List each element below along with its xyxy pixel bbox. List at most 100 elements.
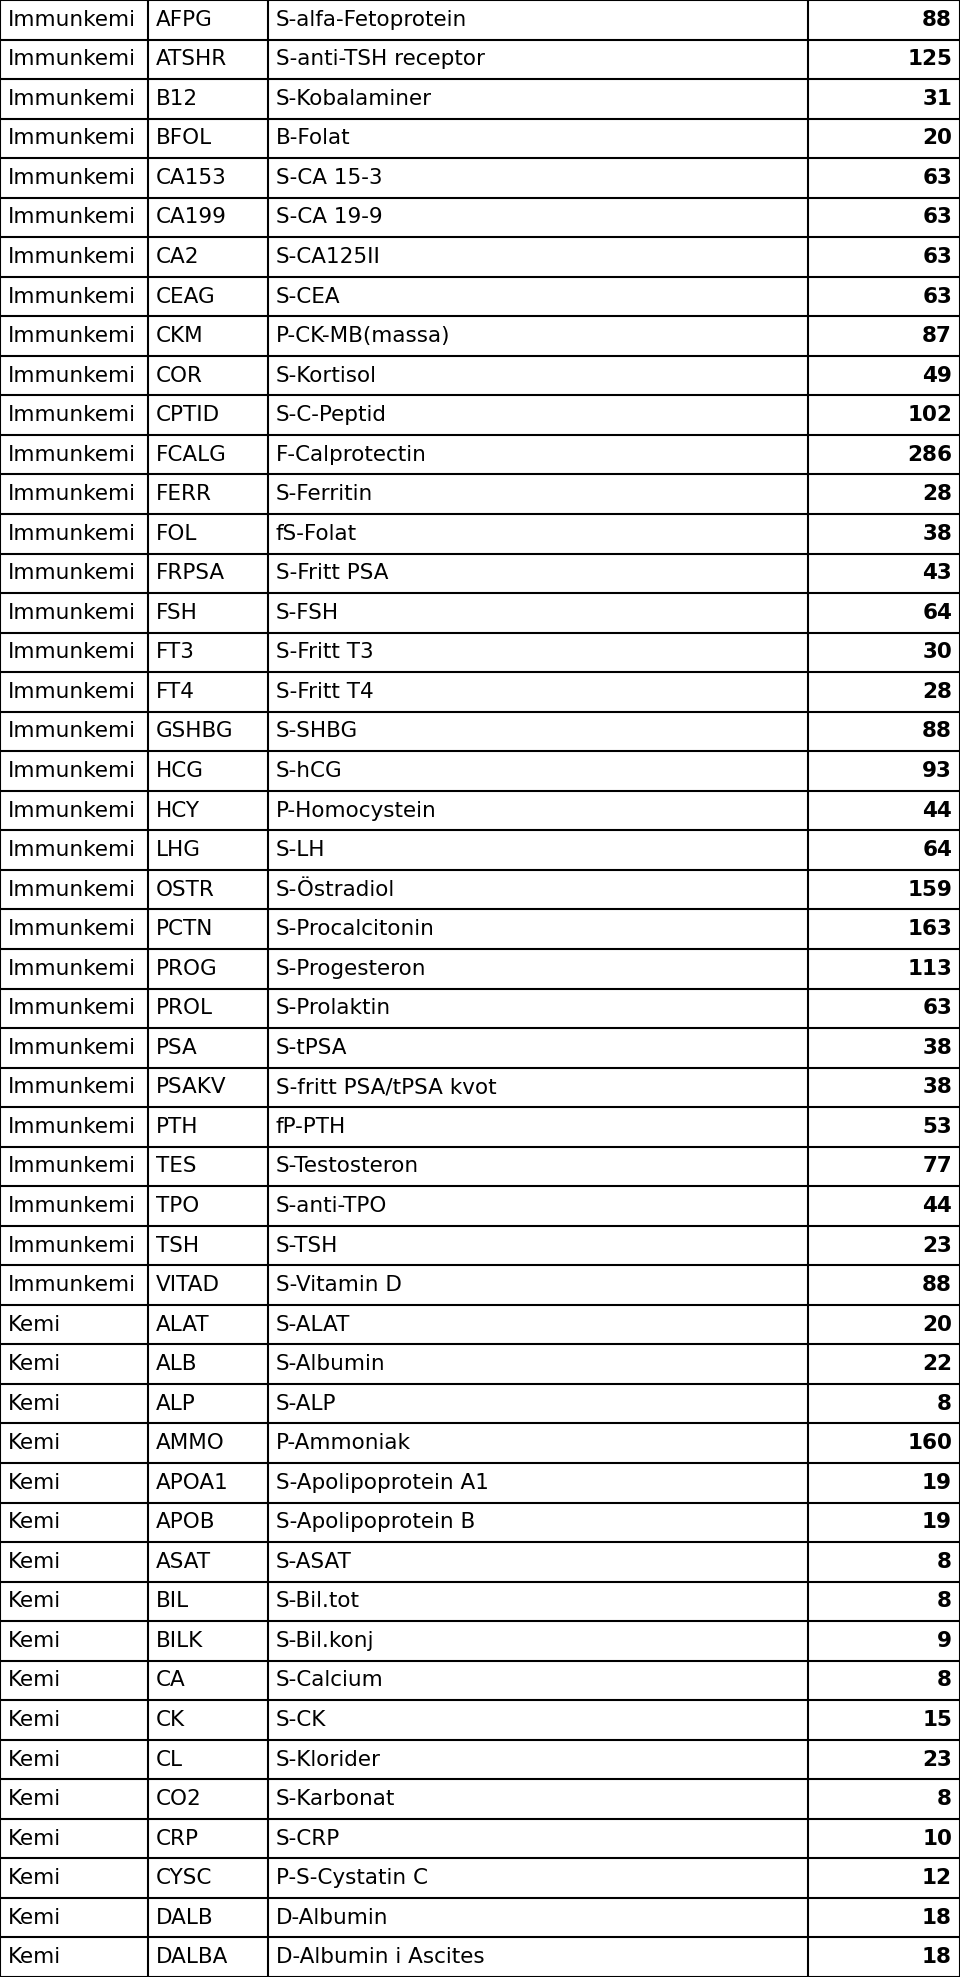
Text: 160: 160 — [907, 1433, 952, 1453]
Text: 44: 44 — [923, 1196, 952, 1216]
Text: 63: 63 — [923, 998, 952, 1018]
Text: TSH: TSH — [156, 1236, 199, 1255]
Text: 38: 38 — [923, 1077, 952, 1097]
Text: FRPSA: FRPSA — [156, 563, 226, 583]
Text: ALAT: ALAT — [156, 1315, 209, 1334]
Text: 20: 20 — [923, 1315, 952, 1334]
Text: Immunkemi: Immunkemi — [8, 247, 136, 267]
Text: S-Apolipoprotein B: S-Apolipoprotein B — [276, 1512, 475, 1532]
Text: S-CA125II: S-CA125II — [276, 247, 381, 267]
Text: S-Bil.tot: S-Bil.tot — [276, 1591, 360, 1611]
Text: S-ALAT: S-ALAT — [276, 1315, 350, 1334]
Text: 19: 19 — [922, 1512, 952, 1532]
Text: Immunkemi: Immunkemi — [8, 10, 136, 30]
Text: VITAD: VITAD — [156, 1275, 220, 1295]
Text: CRP: CRP — [156, 1829, 199, 1848]
Text: 102: 102 — [907, 405, 952, 425]
Text: ALP: ALP — [156, 1394, 196, 1414]
Text: APOA1: APOA1 — [156, 1473, 228, 1493]
Text: Kemi: Kemi — [8, 1591, 61, 1611]
Text: 18: 18 — [922, 1908, 952, 1928]
Text: PCTN: PCTN — [156, 919, 213, 939]
Text: Immunkemi: Immunkemi — [8, 722, 136, 741]
Text: 18: 18 — [922, 1947, 952, 1967]
Text: S-Progesteron: S-Progesteron — [276, 959, 426, 979]
Text: CPTID: CPTID — [156, 405, 220, 425]
Text: Immunkemi: Immunkemi — [8, 129, 136, 148]
Text: 38: 38 — [923, 1038, 952, 1058]
Text: S-FSH: S-FSH — [276, 603, 339, 623]
Text: HCY: HCY — [156, 801, 200, 820]
Text: Immunkemi: Immunkemi — [8, 563, 136, 583]
Text: Immunkemi: Immunkemi — [8, 919, 136, 939]
Text: CA153: CA153 — [156, 168, 227, 188]
Text: TES: TES — [156, 1157, 197, 1176]
Text: 23: 23 — [923, 1750, 952, 1769]
Text: S-LH: S-LH — [276, 840, 325, 860]
Text: Immunkemi: Immunkemi — [8, 761, 136, 781]
Text: 88: 88 — [922, 1275, 952, 1295]
Text: S-Fritt T3: S-Fritt T3 — [276, 643, 373, 662]
Text: Immunkemi: Immunkemi — [8, 1236, 136, 1255]
Text: Kemi: Kemi — [8, 1315, 61, 1334]
Text: GSHBG: GSHBG — [156, 722, 233, 741]
Text: P-CK-MB(massa): P-CK-MB(massa) — [276, 326, 450, 346]
Text: fS-Folat: fS-Folat — [276, 524, 357, 544]
Text: PSAKV: PSAKV — [156, 1077, 227, 1097]
Text: Immunkemi: Immunkemi — [8, 326, 136, 346]
Text: S-Apolipoprotein A1: S-Apolipoprotein A1 — [276, 1473, 489, 1493]
Text: S-Kobalaminer: S-Kobalaminer — [276, 89, 432, 109]
Text: 286: 286 — [907, 445, 952, 465]
Text: 28: 28 — [922, 682, 952, 702]
Text: S-CK: S-CK — [276, 1710, 326, 1730]
Text: 8: 8 — [937, 1394, 952, 1414]
Text: S-CEA: S-CEA — [276, 287, 341, 306]
Text: Kemi: Kemi — [8, 1829, 61, 1848]
Text: CKM: CKM — [156, 326, 204, 346]
Text: 77: 77 — [923, 1157, 952, 1176]
Text: S-Calcium: S-Calcium — [276, 1671, 384, 1690]
Text: S-Kortisol: S-Kortisol — [276, 366, 377, 386]
Text: 163: 163 — [907, 919, 952, 939]
Text: 9: 9 — [937, 1631, 952, 1651]
Text: S-Bil.konj: S-Bil.konj — [276, 1631, 374, 1651]
Text: Immunkemi: Immunkemi — [8, 405, 136, 425]
Text: Immunkemi: Immunkemi — [8, 1117, 136, 1137]
Text: S-Testosteron: S-Testosteron — [276, 1157, 420, 1176]
Text: LHG: LHG — [156, 840, 201, 860]
Text: CEAG: CEAG — [156, 287, 216, 306]
Text: 93: 93 — [923, 761, 952, 781]
Text: 88: 88 — [922, 10, 952, 30]
Text: 64: 64 — [923, 603, 952, 623]
Text: Kemi: Kemi — [8, 1671, 61, 1690]
Text: 28: 28 — [922, 484, 952, 504]
Text: 159: 159 — [907, 880, 952, 900]
Text: 19: 19 — [922, 1473, 952, 1493]
Text: P-Homocystein: P-Homocystein — [276, 801, 437, 820]
Text: S-Vitamin D: S-Vitamin D — [276, 1275, 402, 1295]
Text: S-ASAT: S-ASAT — [276, 1552, 352, 1572]
Text: Immunkemi: Immunkemi — [8, 1157, 136, 1176]
Text: S-Ferritin: S-Ferritin — [276, 484, 373, 504]
Text: 10: 10 — [923, 1829, 952, 1848]
Text: 31: 31 — [923, 89, 952, 109]
Text: 38: 38 — [923, 524, 952, 544]
Text: Immunkemi: Immunkemi — [8, 959, 136, 979]
Text: S-ALP: S-ALP — [276, 1394, 337, 1414]
Text: S-TSH: S-TSH — [276, 1236, 338, 1255]
Text: S-C-Peptid: S-C-Peptid — [276, 405, 387, 425]
Text: FCALG: FCALG — [156, 445, 227, 465]
Text: D-Albumin: D-Albumin — [276, 1908, 389, 1928]
Text: B12: B12 — [156, 89, 198, 109]
Text: Immunkemi: Immunkemi — [8, 168, 136, 188]
Text: S-Albumin: S-Albumin — [276, 1354, 386, 1374]
Text: 8: 8 — [937, 1671, 952, 1690]
Text: Immunkemi: Immunkemi — [8, 840, 136, 860]
Text: CA: CA — [156, 1671, 185, 1690]
Text: S-CA 19-9: S-CA 19-9 — [276, 208, 383, 227]
Text: Immunkemi: Immunkemi — [8, 1077, 136, 1097]
Text: 8: 8 — [937, 1591, 952, 1611]
Text: FERR: FERR — [156, 484, 212, 504]
Text: P-Ammoniak: P-Ammoniak — [276, 1433, 411, 1453]
Text: FT4: FT4 — [156, 682, 195, 702]
